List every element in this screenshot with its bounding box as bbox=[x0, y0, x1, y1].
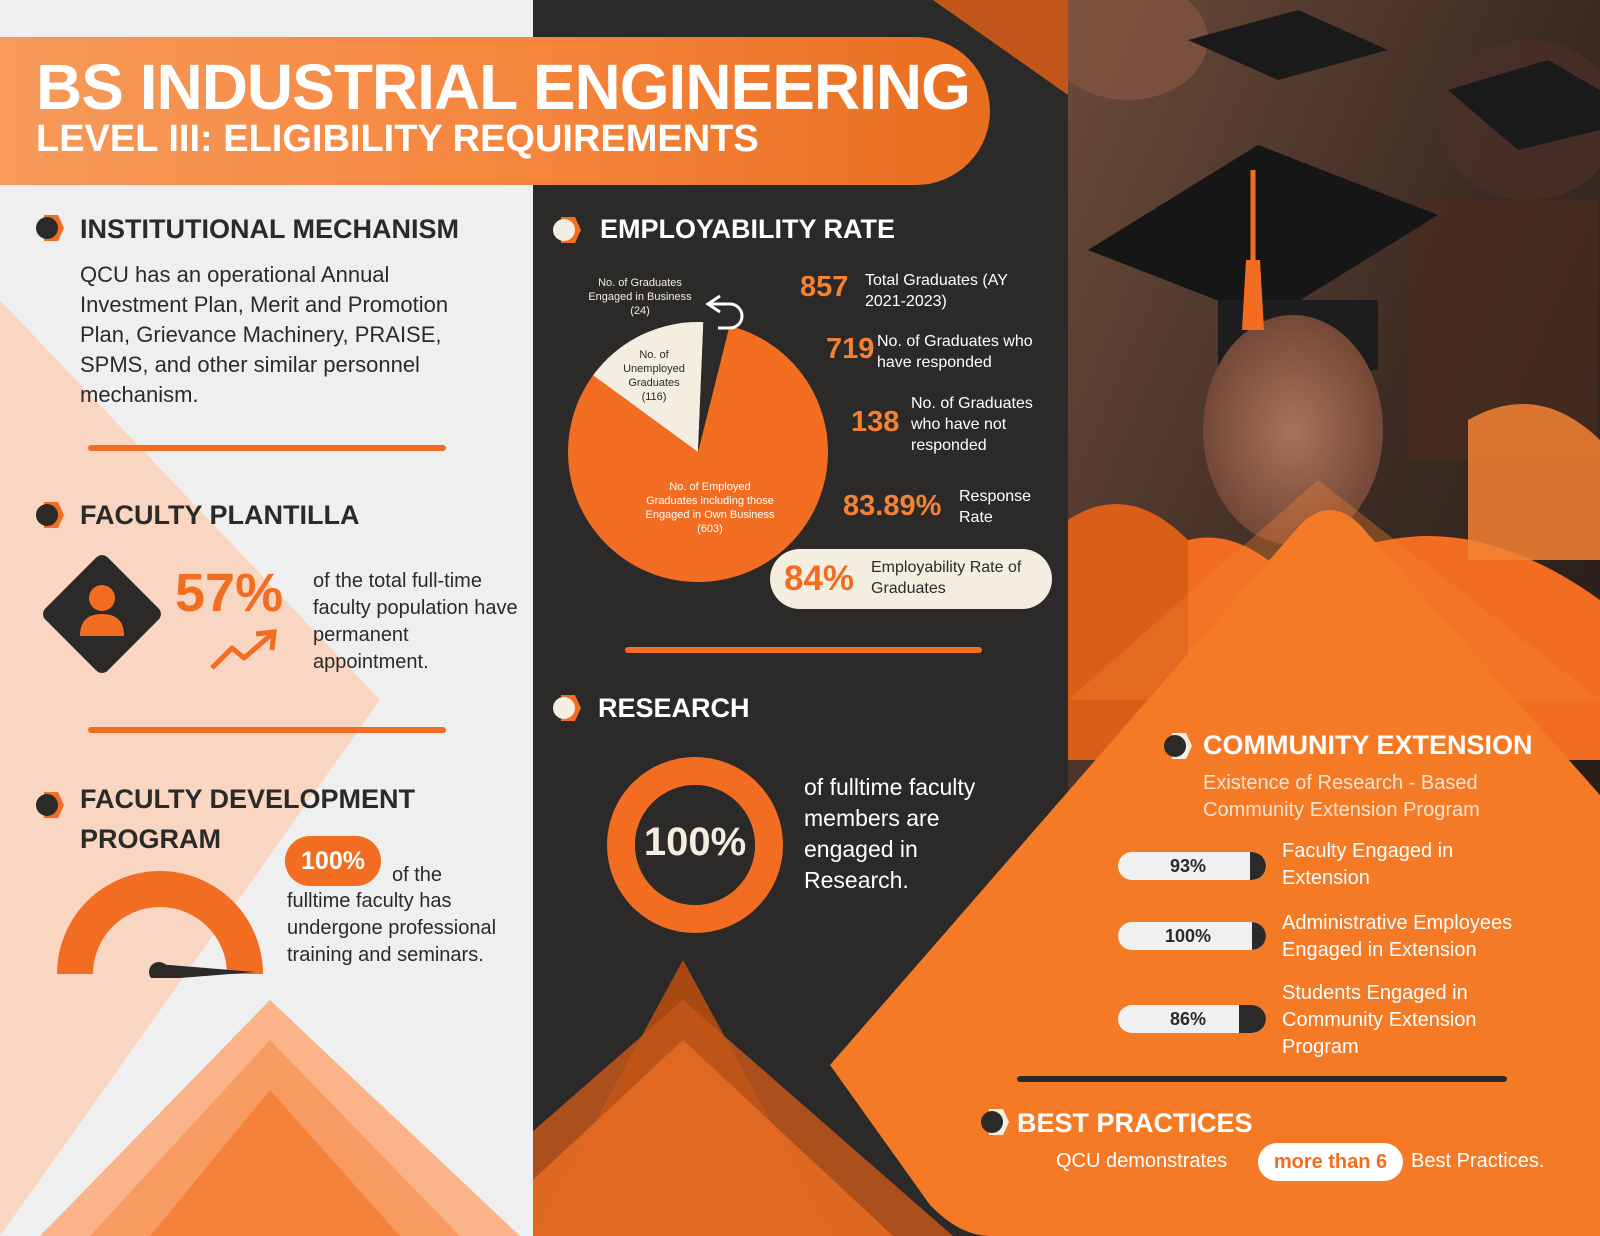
header-banner bbox=[0, 37, 990, 185]
middle-panel-decoration bbox=[413, 0, 1068, 1236]
best-practices-highlight: more than 6 bbox=[1258, 1143, 1403, 1181]
business-icon bbox=[705, 294, 744, 330]
left-panel bbox=[0, 0, 533, 1236]
section-divider bbox=[1017, 1076, 1507, 1082]
page-title: BS INDUSTRIAL ENGINEERING bbox=[36, 51, 971, 123]
pie-label-unemployed-name: No. of Unemployed Graduates bbox=[623, 349, 685, 389]
progress-remainder bbox=[1250, 852, 1266, 880]
pie-slice-unemployed bbox=[593, 322, 704, 452]
research-title: RESEARCH bbox=[598, 693, 750, 723]
section-bullet-icon bbox=[553, 695, 581, 721]
pie-slice-business bbox=[698, 322, 730, 452]
pie-label-unemployed-value: (116) bbox=[641, 391, 667, 403]
research-ring bbox=[607, 757, 783, 933]
faculty-extension-label: Faculty Engaged in Extension bbox=[1282, 840, 1454, 889]
admin-extension-value: 100% bbox=[1165, 926, 1212, 946]
left-panel-decoration bbox=[0, 300, 520, 1236]
employment-pie-chart bbox=[568, 322, 828, 582]
faculty-person-icon bbox=[43, 555, 161, 673]
students-extension-value: 86% bbox=[1170, 1009, 1207, 1029]
institutional-title: INSTITUTIONAL MECHANISM bbox=[80, 214, 459, 244]
admin-extension-progress: 100% bbox=[1118, 922, 1266, 950]
faculty-extension-progress: 93% bbox=[1118, 852, 1266, 880]
best-practices-title: BEST PRACTICES bbox=[1017, 1108, 1253, 1138]
not-responded-value: 138 bbox=[851, 406, 900, 438]
pie-label-business-value: (24) bbox=[630, 305, 650, 317]
responded-value: 719 bbox=[826, 333, 875, 365]
pie-label-business: No. of Graduates Engaged in Business (24… bbox=[578, 276, 702, 318]
extension-title: COMMUNITY EXTENSION bbox=[1203, 730, 1533, 760]
response-rate-label: Response Rate bbox=[959, 488, 1032, 526]
plantilla-value: 57% bbox=[175, 563, 284, 623]
best-practices-text-before: QCU demonstrates bbox=[1056, 1150, 1228, 1172]
pie-label-employed: No. of Employed Graduates including thos… bbox=[645, 480, 775, 536]
students-extension-label: Students Engaged in Community Extension … bbox=[1282, 982, 1477, 1058]
gauge-meter-icon bbox=[57, 871, 263, 978]
section-divider bbox=[625, 647, 982, 653]
not-responded-label: No. of Graduates who have not responded bbox=[911, 395, 1033, 454]
page-subtitle: LEVEL III: ELIGIBILITY REQUIREMENTS bbox=[36, 118, 759, 160]
development-value-badge: 100% bbox=[285, 836, 381, 886]
total-graduates-label: Total Graduates (AY 2021-2023) bbox=[865, 272, 1008, 310]
responded-label: No. of Graduates who have responded bbox=[877, 333, 1033, 371]
development-title-line1: FACULTY DEVELOPMENT bbox=[80, 784, 416, 814]
pie-label-business-name: No. of Graduates Engaged in Business bbox=[588, 277, 692, 303]
faculty-extension-value: 93% bbox=[1170, 856, 1207, 876]
employability-rate-label: Employability Rate of Graduates bbox=[871, 559, 1022, 597]
development-title-line2: PROGRAM bbox=[80, 824, 221, 854]
pie-label-unemployed: No. of Unemployed Graduates (116) bbox=[610, 348, 698, 404]
pie-slice-employed bbox=[568, 325, 828, 582]
development-text: fulltime faculty has undergone professio… bbox=[287, 890, 497, 966]
students-extension-progress: 86% bbox=[1118, 1005, 1266, 1033]
institutional-text: QCU has an operational Annual Investment… bbox=[80, 262, 449, 407]
progress-remainder bbox=[1252, 922, 1266, 950]
pie-label-employed-name: No. of Employed Graduates including thos… bbox=[645, 481, 775, 521]
section-bullet-icon bbox=[1164, 733, 1192, 759]
employability-rate-value: 84% bbox=[784, 559, 855, 598]
section-bullet-icon bbox=[981, 1109, 1009, 1135]
section-bullet-icon bbox=[553, 217, 581, 243]
response-rate-value: 83.89% bbox=[843, 490, 942, 522]
progress-remainder bbox=[1239, 1005, 1266, 1033]
research-value: 100% bbox=[643, 820, 747, 864]
research-text: of fulltime faculty members are engaged … bbox=[804, 774, 976, 893]
section-divider bbox=[88, 727, 446, 733]
section-divider bbox=[88, 445, 446, 451]
employability-highlight bbox=[770, 549, 1052, 609]
plantilla-text: of the total full-time faculty populatio… bbox=[313, 570, 518, 673]
admin-extension-label: Administrative Employees Engaged in Exte… bbox=[1282, 912, 1513, 961]
best-practices-text-after: Best Practices. bbox=[1411, 1150, 1545, 1172]
employability-title: EMPLOYABILITY RATE bbox=[600, 214, 896, 244]
total-graduates-value: 857 bbox=[800, 271, 849, 303]
pie-label-employed-value: (603) bbox=[697, 523, 723, 535]
trend-up-icon bbox=[210, 629, 277, 670]
plantilla-title: FACULTY PLANTILLA bbox=[80, 500, 360, 530]
development-text-first: of the bbox=[392, 864, 443, 886]
section-bullet-icon bbox=[36, 792, 64, 818]
extension-subtitle: Existence of Research - Based Community … bbox=[1203, 772, 1480, 821]
section-bullet-icon bbox=[36, 215, 64, 241]
section-bullet-icon bbox=[36, 502, 64, 528]
